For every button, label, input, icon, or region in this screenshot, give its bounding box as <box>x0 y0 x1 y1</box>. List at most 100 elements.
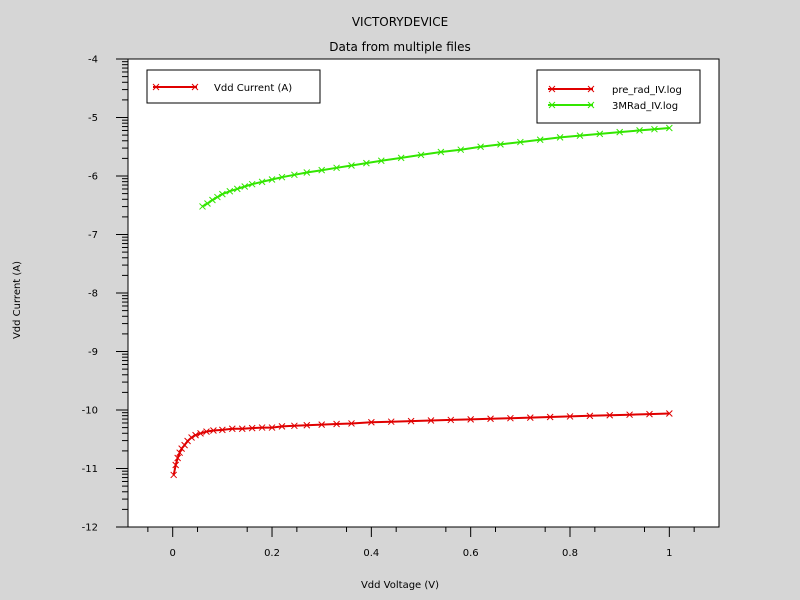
x-tick-label: 0.2 <box>264 548 280 559</box>
data-point <box>170 471 178 479</box>
data-point <box>447 416 455 424</box>
data-point <box>174 454 182 462</box>
series-layer <box>170 124 673 479</box>
data-point <box>219 426 226 434</box>
data-point <box>210 427 217 434</box>
data-point <box>566 413 574 420</box>
legend-box <box>536 69 701 124</box>
data-point <box>477 143 484 151</box>
data-point <box>181 441 188 449</box>
data-point <box>457 146 465 154</box>
series-markers <box>170 410 673 479</box>
data-point <box>526 414 534 421</box>
data-point <box>377 157 385 165</box>
data-point <box>318 421 326 428</box>
legend-label: 3MRad_IV.log <box>612 101 678 112</box>
data-point <box>556 134 564 141</box>
data-point <box>437 148 445 156</box>
data-point <box>333 164 340 172</box>
data-point <box>417 151 425 159</box>
data-point <box>172 461 180 469</box>
y-tick-label: -4 <box>88 55 98 66</box>
data-point <box>626 411 633 419</box>
y-tick-label: -12 <box>82 523 98 534</box>
data-point <box>197 430 204 437</box>
y-tick-label: -8 <box>88 289 98 300</box>
legend-marker <box>548 101 556 109</box>
data-point <box>188 434 195 441</box>
data-point <box>268 176 276 183</box>
x-axis: 0 0.2 0.4 0.6 0.8 1 <box>147 527 695 559</box>
data-point <box>367 418 375 426</box>
data-point <box>278 423 286 430</box>
y-tick-label: -9 <box>88 347 98 358</box>
data-point <box>363 159 370 167</box>
data-point <box>258 178 266 186</box>
data-point <box>199 203 206 210</box>
x-axis-label: Vdd Voltage (V) <box>361 580 439 591</box>
legend-marker <box>548 85 556 93</box>
data-point <box>203 428 210 435</box>
legend-variable: Vdd Current (A) <box>146 69 321 104</box>
data-point <box>651 125 658 133</box>
data-point <box>536 136 544 144</box>
data-point <box>407 417 415 425</box>
data-point <box>646 410 653 418</box>
legend-marker <box>587 85 595 93</box>
data-point <box>606 411 614 419</box>
data-point <box>278 173 286 181</box>
chart-title: VICTORYDEVICE <box>352 15 448 29</box>
legend: pre_rad_IV.log 3MRad_IV.log <box>536 69 701 124</box>
y-tick-label: -7 <box>88 230 98 241</box>
data-point <box>291 171 298 179</box>
data-point <box>248 180 256 188</box>
data-point <box>487 415 494 423</box>
x-tick-label: 0.8 <box>562 548 578 559</box>
data-point <box>397 154 405 162</box>
y-axis: -4 -5 -6 -7 -8 -9 -10 -11 -12 <box>82 55 128 534</box>
y-tick-label: -5 <box>88 113 98 124</box>
data-point <box>333 420 340 428</box>
data-point <box>576 132 584 139</box>
y-tick-label: -6 <box>88 172 98 183</box>
data-point <box>507 414 514 422</box>
data-point <box>226 187 234 195</box>
data-point <box>209 196 216 204</box>
legend-marker <box>587 101 595 109</box>
data-point <box>303 169 311 176</box>
data-point <box>586 412 594 420</box>
data-point <box>241 183 249 190</box>
data-point <box>387 418 395 426</box>
x-tick-label: 0.6 <box>463 548 479 559</box>
data-point <box>665 124 673 132</box>
data-point <box>516 138 524 146</box>
data-point <box>268 424 276 431</box>
data-point <box>467 416 475 423</box>
plot-area <box>127 58 720 528</box>
data-point <box>214 193 221 201</box>
data-point <box>636 127 643 134</box>
data-point <box>497 141 504 148</box>
legend-entry: 3MRad_IV.log <box>548 101 678 112</box>
data-point <box>546 413 554 421</box>
y-tick-label: -11 <box>82 464 98 475</box>
data-point <box>233 185 241 193</box>
series-markers <box>199 124 673 210</box>
y-tick-label: -10 <box>82 406 98 417</box>
legend-label: pre_rad_IV.log <box>612 85 682 96</box>
data-point <box>303 421 311 429</box>
legend-variable-label: Vdd Current (A) <box>214 83 292 94</box>
data-point <box>219 190 226 198</box>
data-point <box>258 424 266 431</box>
data-point <box>192 431 199 439</box>
data-point <box>176 449 184 457</box>
data-point <box>318 166 326 174</box>
data-point <box>596 130 604 138</box>
x-tick-label: 0 <box>170 548 176 559</box>
data-point <box>427 417 435 424</box>
legend-variable-marker <box>152 83 160 91</box>
x-tick-label: 0.4 <box>363 548 379 559</box>
series-line <box>201 127 670 208</box>
data-point <box>238 425 246 433</box>
